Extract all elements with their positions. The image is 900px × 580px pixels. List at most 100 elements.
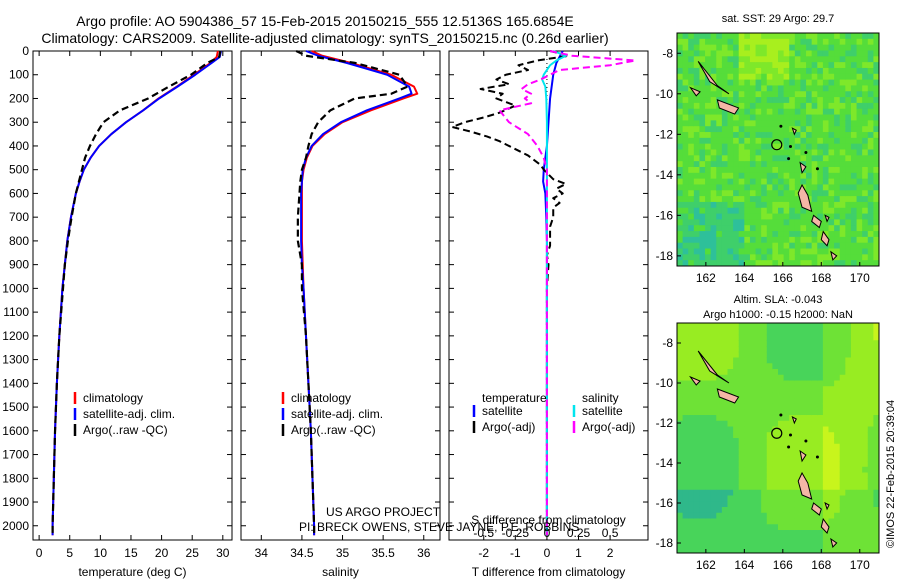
map-cell: [693, 340, 701, 347]
map-cell: [817, 415, 824, 422]
map-cell: [856, 432, 863, 439]
map-cell: [850, 512, 858, 520]
map-cell: [772, 201, 779, 209]
map-cell: [839, 357, 846, 364]
map-cell: [834, 449, 841, 456]
map-cell: [749, 79, 757, 87]
map-cell: [744, 161, 751, 168]
map-cell: [806, 432, 813, 439]
map-cell: [873, 409, 879, 416]
map-cell: [688, 242, 695, 250]
map-cell: [727, 443, 734, 451]
map-cell: [688, 461, 695, 468]
map-cell: [850, 161, 858, 168]
map-cell: [800, 67, 807, 75]
map-cell: [828, 254, 835, 261]
map-cell: [783, 346, 790, 353]
map-cell: [834, 323, 841, 330]
map-cell: [755, 535, 762, 543]
map-cell: [693, 248, 701, 255]
map-cell: [772, 172, 779, 180]
map-cell: [716, 50, 723, 57]
map-cell: [806, 190, 813, 197]
map-cell: [761, 392, 768, 399]
map-cell: [738, 415, 745, 422]
map-cell: [828, 541, 835, 548]
map-cell: [834, 507, 841, 514]
map-cell: [862, 231, 869, 238]
map-cell: [822, 415, 830, 422]
map-cell: [688, 201, 695, 209]
map-cell: [693, 196, 701, 203]
map-cell: [839, 449, 846, 456]
map-cell: [834, 432, 841, 439]
map-cell: [867, 392, 874, 399]
map-cell: [867, 512, 874, 520]
map-cell: [677, 501, 684, 508]
map-cell: [828, 102, 835, 110]
map-cell: [677, 524, 684, 531]
map-cell: [811, 161, 818, 168]
map-cell: [682, 524, 689, 531]
map-cell: [699, 449, 706, 456]
map-cell: [733, 73, 740, 81]
map-cell: [800, 143, 807, 151]
map-cell: [873, 449, 879, 456]
map-cell: [834, 420, 841, 428]
map-cell: [682, 56, 689, 63]
map-cell: [738, 236, 745, 244]
map-cell: [699, 443, 706, 451]
map-cell: [749, 184, 757, 191]
map-y-tick-label: -10: [656, 376, 674, 390]
map-cell: [710, 357, 717, 364]
map-cell: [839, 178, 846, 186]
map-cell: [817, 62, 824, 69]
map-cell: [733, 97, 740, 104]
map-cell: [688, 530, 695, 537]
map-cell: [789, 196, 796, 203]
x-tick-label-salinity: 35: [336, 546, 350, 560]
map-cell: [839, 213, 846, 220]
map-cell: [839, 420, 846, 428]
map-cell: [755, 108, 762, 116]
map-cell: [727, 472, 734, 479]
map-cell: [834, 166, 841, 174]
map-cell: [822, 507, 830, 514]
map-cell: [761, 231, 768, 238]
map-cell: [755, 172, 762, 180]
island-shape: [791, 415, 797, 425]
map-cell: [682, 225, 689, 232]
map-cell: [783, 426, 790, 433]
map-cell: [778, 149, 785, 156]
map-cell: [772, 340, 779, 347]
map-cell: [749, 126, 757, 133]
map-cell: [834, 137, 841, 145]
map-cell: [744, 392, 751, 399]
map-cell: [806, 323, 813, 330]
map-cell: [850, 91, 858, 98]
map-cell: [744, 178, 751, 186]
map-cell: [789, 44, 796, 52]
map-cell: [693, 328, 701, 336]
map-cell: [834, 155, 841, 162]
map-cell: [772, 541, 779, 548]
map-cell: [772, 374, 779, 382]
map-cell: [733, 334, 740, 341]
map-cell: [744, 541, 751, 548]
map-cell: [699, 426, 706, 433]
map-cell: [800, 108, 807, 116]
legend-label-temperature: climatology: [83, 391, 143, 405]
map-cell: [839, 207, 846, 215]
map-x-tick-label: 168: [811, 271, 831, 285]
map-cell: [873, 254, 879, 261]
map-cell: [862, 489, 869, 497]
map-cell: [705, 374, 712, 382]
map-cell: [716, 137, 723, 145]
map-cell: [822, 126, 830, 133]
map-cell: [727, 524, 734, 531]
map-cell: [693, 155, 701, 162]
map-cell: [822, 409, 830, 416]
map-cell: [817, 524, 824, 531]
map-cell: [727, 178, 734, 186]
map-cell: [755, 334, 762, 341]
